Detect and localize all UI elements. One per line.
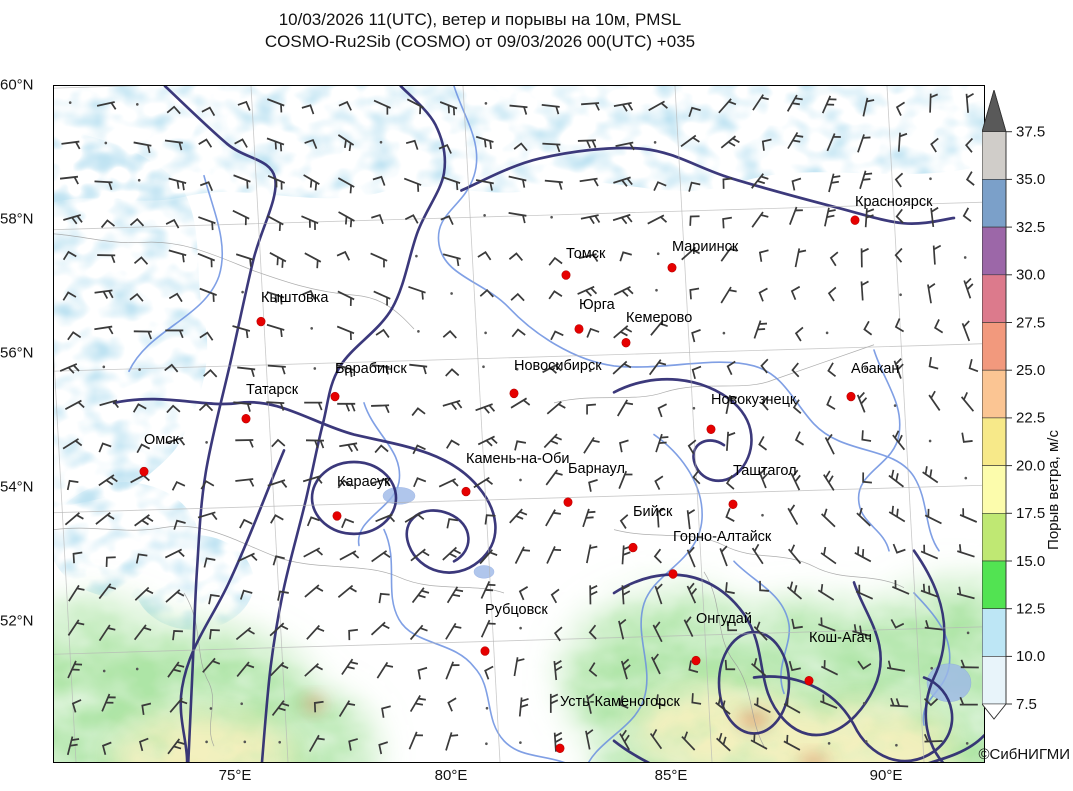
svg-text:15.0: 15.0 — [1016, 553, 1045, 570]
svg-text:12.5: 12.5 — [1016, 601, 1045, 618]
svg-text:32.5: 32.5 — [1016, 219, 1045, 236]
svg-text:Порыв ветра, м/с: Порыв ветра, м/с — [1045, 430, 1062, 550]
svg-text:17.5: 17.5 — [1016, 505, 1045, 522]
svg-text:20.0: 20.0 — [1016, 457, 1045, 474]
svg-text:37.5: 37.5 — [1016, 124, 1045, 141]
svg-text:10.0: 10.0 — [1016, 648, 1045, 665]
svg-text:30.0: 30.0 — [1016, 267, 1045, 284]
svg-text:22.5: 22.5 — [1016, 410, 1045, 427]
svg-text:27.5: 27.5 — [1016, 314, 1045, 331]
svg-text:7.5: 7.5 — [1016, 696, 1037, 713]
svg-text:25.0: 25.0 — [1016, 362, 1045, 379]
svg-text:35.0: 35.0 — [1016, 171, 1045, 188]
